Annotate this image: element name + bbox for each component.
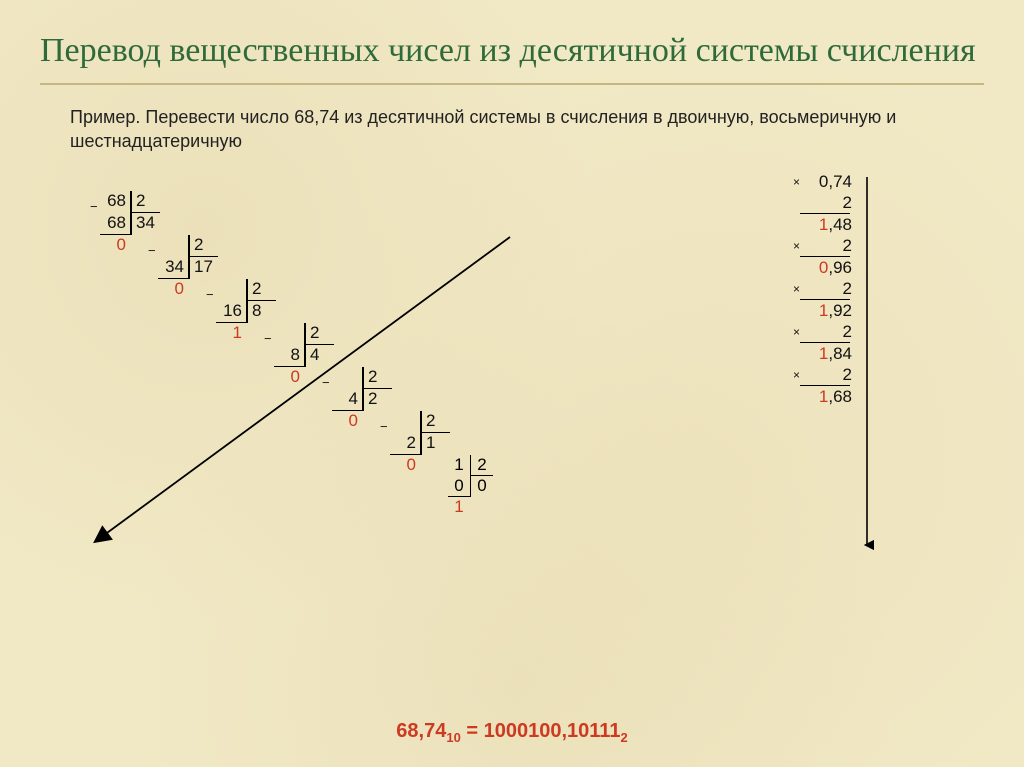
fraction-column: ×0,7421,48×20,96×21,92×21,84×21,68	[782, 171, 854, 407]
answer-rhs: 1000100,10111	[484, 720, 621, 742]
fraction-arrow	[860, 177, 874, 557]
division-step: −2210	[390, 411, 450, 477]
division-last-step: 12001	[448, 455, 493, 517]
answer-eq: =	[461, 720, 484, 742]
answer-lhs: 68,74	[396, 720, 446, 742]
work-area: −68268340−234170−21681−2840−2420−2210120…	[40, 181, 984, 661]
answer-lhs-base: 10	[446, 730, 460, 745]
answer-line: 68,7410 = 1000100,101112	[0, 720, 1024, 745]
example-text: Пример. Перевести число 68,74 из десятич…	[70, 105, 984, 154]
answer-rhs-base: 2	[620, 730, 627, 745]
page-title: Перевод вещественных чисел из десятичной…	[40, 30, 984, 85]
